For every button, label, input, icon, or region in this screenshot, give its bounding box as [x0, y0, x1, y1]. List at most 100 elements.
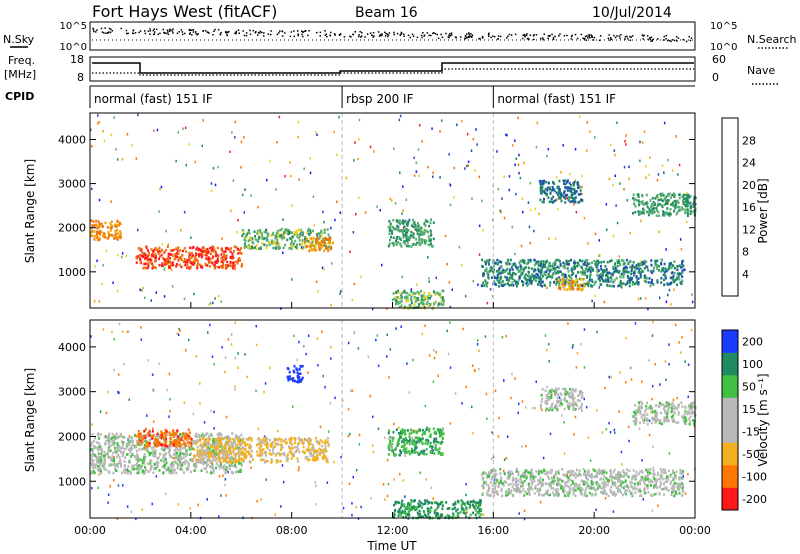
noise-dot — [535, 34, 538, 36]
echo-cell — [262, 448, 265, 451]
echo-cell — [508, 262, 511, 266]
echo-cell — [470, 149, 473, 152]
echo-cell — [115, 148, 117, 151]
echo-cell — [263, 230, 266, 234]
echo-cell — [217, 259, 219, 263]
echo-cell — [577, 284, 580, 288]
echo-cell — [166, 262, 168, 265]
echo-cell — [562, 278, 565, 282]
echo-cell — [386, 307, 388, 310]
echo-cell — [682, 201, 685, 204]
echo-cell — [230, 462, 233, 466]
echo-cell — [574, 148, 577, 151]
echo-cell — [168, 448, 171, 451]
echo-cell — [332, 241, 334, 245]
echo-cell — [169, 261, 172, 264]
echo-cell — [240, 448, 243, 451]
noise-dot — [153, 33, 155, 35]
echo-cell — [218, 515, 220, 518]
echo-cell — [456, 123, 458, 127]
echo-cell — [185, 436, 188, 439]
echo-cell — [559, 191, 562, 195]
echo-cell — [681, 275, 684, 278]
echo-cell — [241, 229, 244, 232]
echo-cell — [557, 270, 560, 273]
echo-cell — [112, 443, 115, 447]
echo-cell — [540, 265, 543, 268]
echo-cell — [392, 218, 395, 222]
echo-cell — [103, 235, 106, 239]
echo-cell — [358, 433, 361, 437]
noise-dot — [665, 34, 667, 37]
noise-dot — [666, 39, 669, 42]
echo-cell — [109, 226, 112, 230]
noise-dot — [412, 35, 415, 37]
echo-cell — [349, 432, 351, 436]
echo-cell — [152, 471, 155, 475]
echo-cell — [678, 209, 681, 212]
echo-cell — [417, 228, 420, 232]
noise-dot — [192, 29, 194, 31]
echo-cell — [426, 297, 429, 300]
echo-cell — [209, 252, 212, 256]
echo-cell — [123, 465, 126, 468]
echo-cell — [513, 262, 516, 265]
echo-cell — [213, 469, 215, 473]
echo-cell — [274, 236, 277, 240]
echo-cell — [93, 445, 95, 448]
noise-dot — [226, 32, 228, 34]
echo-cell — [326, 460, 329, 464]
echo-cell — [568, 189, 571, 193]
echo-cell — [558, 284, 561, 287]
echo-cell — [101, 459, 104, 463]
echo-cell — [614, 153, 616, 157]
echo-cell — [244, 448, 246, 451]
echo-cell — [521, 272, 524, 276]
echo-cell — [225, 494, 227, 497]
noise-dot — [293, 30, 295, 32]
echo-cell — [405, 198, 408, 201]
noise-dot — [524, 36, 526, 38]
echo-cell — [418, 174, 420, 177]
echo-cell — [626, 266, 628, 270]
echo-cell — [233, 460, 236, 464]
echo-cell — [231, 131, 233, 134]
echo-cell — [132, 465, 135, 469]
echo-cell — [120, 465, 122, 468]
echo-cell — [184, 459, 187, 463]
echo-cell — [490, 276, 493, 279]
echo-cell — [670, 281, 673, 284]
echo-cell — [406, 231, 409, 234]
echo-cell — [144, 455, 147, 459]
echo-cell — [500, 281, 503, 285]
echo-cell — [273, 242, 276, 245]
echo-cell — [158, 246, 161, 250]
echo-cell — [552, 201, 555, 204]
echo-cell — [265, 238, 268, 242]
echo-cell — [181, 249, 184, 253]
noise-dot — [524, 34, 526, 37]
noise-dot — [497, 38, 499, 40]
echo-cell — [643, 130, 646, 133]
echo-cell — [369, 145, 372, 149]
echo-cell — [169, 398, 171, 401]
echo-cell — [171, 285, 174, 288]
echo-cell — [264, 443, 267, 446]
echo-cell — [433, 442, 436, 445]
echo-cell — [420, 233, 423, 236]
echo-cell — [563, 190, 566, 193]
echo-cell — [517, 116, 519, 120]
echo-cell — [635, 199, 638, 202]
echo-cell — [641, 194, 644, 197]
echo-cell — [652, 201, 655, 204]
echo-cell — [123, 436, 126, 439]
echo-cell — [575, 190, 578, 193]
echo-cell — [96, 236, 99, 239]
echo-cell — [97, 114, 99, 117]
echo-cell — [586, 149, 588, 152]
echo-cell — [376, 205, 378, 208]
echo-cell — [140, 467, 142, 470]
echo-cell — [163, 453, 166, 456]
echo-cell — [568, 278, 571, 282]
echo-cell — [165, 461, 168, 465]
